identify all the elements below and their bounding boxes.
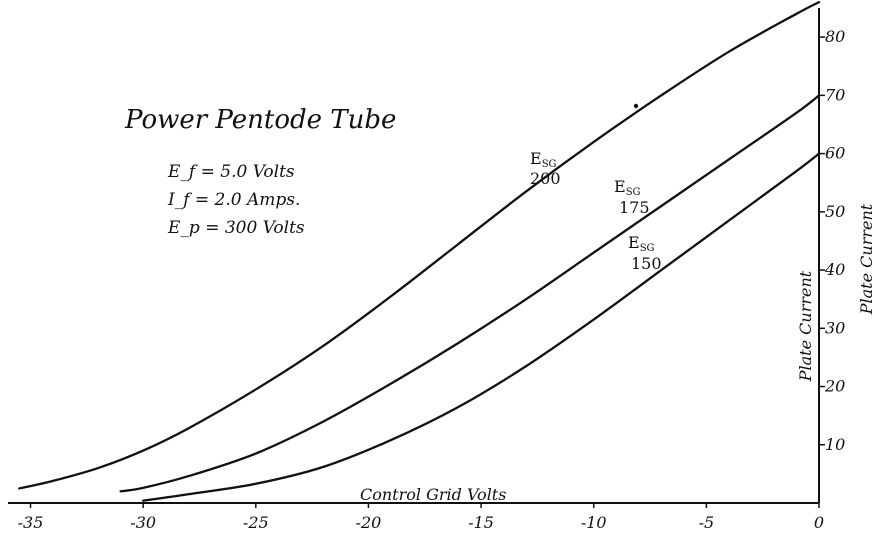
x-axis-title: Control Grid Volts xyxy=(360,485,506,504)
y-tick-label: 20 xyxy=(824,377,845,396)
y-axis-title-outer: Plate Current xyxy=(857,203,876,315)
chart-title: Power Pentode Tube xyxy=(124,105,396,135)
series-label-175-main: ESG xyxy=(614,177,641,198)
annotation-line-3: E_p = 300 Volts xyxy=(167,218,305,238)
x-tick-label: 0 xyxy=(814,513,824,532)
series-line-150 xyxy=(142,152,821,502)
y-tick-label: 30 xyxy=(825,318,845,337)
tick-layer: -35 -30 -25 -20 -15 -10 -5 0 10 20 30 40 50 60 70 80 xyxy=(18,27,846,532)
series-label-150-number: 150 xyxy=(631,254,662,273)
x-tick-label: -35 xyxy=(18,513,44,532)
y-tick-label: 70 xyxy=(825,85,845,104)
x-tick-label: -15 xyxy=(468,513,494,532)
series-label-175-number: 175 xyxy=(619,198,650,217)
series-line-200 xyxy=(18,1,821,490)
series-line-175 xyxy=(119,94,821,493)
annotation-line-2: I_f = 2.0 Amps. xyxy=(167,190,300,210)
series-layer xyxy=(18,1,821,502)
y-tick-label: 50 xyxy=(825,202,845,221)
series-label-200-number: 200 xyxy=(530,169,561,188)
ink-dot xyxy=(633,103,639,109)
series-label-200-main: ESG xyxy=(530,149,557,170)
y-tick-label: 40 xyxy=(824,260,845,279)
x-tick-label: -30 xyxy=(130,513,156,532)
x-tick-label: -25 xyxy=(243,513,269,532)
series-label-150-main: ESG xyxy=(628,233,655,254)
y-tick-label: 80 xyxy=(825,27,845,46)
y-axis-title-inner: Plate Current xyxy=(796,270,815,382)
x-tick-label: -10 xyxy=(581,513,607,532)
y-tick-label: 10 xyxy=(825,435,845,454)
annotation-line-1: E_f = 5.0 Volts xyxy=(167,162,295,182)
x-tick-label: -5 xyxy=(699,513,715,532)
y-tick-label: 60 xyxy=(825,144,845,163)
x-tick-label: -20 xyxy=(356,513,382,532)
